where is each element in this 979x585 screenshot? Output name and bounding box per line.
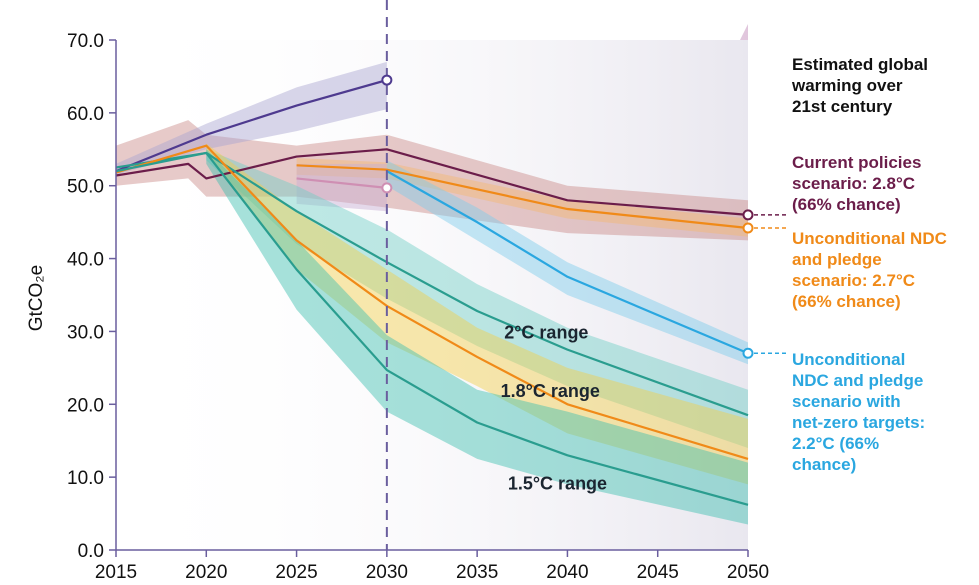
- range-label: 1.5°C range: [508, 474, 607, 494]
- series-band-4: [296, 163, 387, 212]
- series-line-3: [115, 79, 388, 173]
- y-tick-label: 40.0: [67, 250, 104, 271]
- legend-current-policies: Current policies scenario: 2.8°C (66% ch…: [792, 153, 922, 214]
- plot-background: [116, 40, 748, 550]
- top-shading: [116, 24, 748, 40]
- y-tick-label: 30.0: [67, 322, 104, 343]
- y-tick-label: 50.0: [67, 177, 104, 198]
- series-end-marker-2: [742, 347, 754, 359]
- y-tick-label: 60.0: [67, 104, 104, 125]
- x-tick-label: 2050: [727, 562, 769, 583]
- x-tick-label: 2040: [546, 562, 588, 583]
- series-line-2: [386, 170, 749, 355]
- series-end-marker-0: [742, 209, 754, 221]
- series-line-6: [115, 144, 749, 460]
- x-tick-label: 2025: [275, 562, 317, 583]
- legend-title: Estimated global warming over 21st centu…: [792, 55, 929, 116]
- x-tick-label: 2035: [456, 562, 498, 583]
- series-band-7: [206, 149, 749, 525]
- legend-unconditional-ndc: Unconditional NDC and pledge scenario: 2…: [792, 229, 947, 311]
- series-line-1: [296, 164, 749, 230]
- series-band-3: [116, 61, 387, 175]
- x-tick-label: 2020: [185, 562, 227, 583]
- series-band-5: [206, 149, 749, 449]
- series-band-2: [386, 160, 748, 365]
- series-end-marker-1: [742, 222, 754, 234]
- x-tick-label: 2015: [95, 562, 137, 583]
- series-line-7: [115, 151, 749, 506]
- y-axis-title: GtCO₂e: [26, 265, 47, 332]
- series-end-marker-4: [381, 182, 393, 194]
- series-band-6: [206, 143, 749, 485]
- series-end-marker-3: [381, 74, 393, 86]
- x-tick-label: 2030: [366, 562, 408, 583]
- series-line-0: [115, 148, 749, 216]
- series-line-4: [296, 177, 387, 189]
- range-label: 1.8°C range: [501, 381, 600, 401]
- y-tick-label: 0.0: [78, 541, 104, 562]
- range-label: 2°C range: [504, 323, 588, 343]
- legend-net-zero: Unconditional NDC and pledge scenario wi…: [792, 350, 926, 474]
- y-tick-label: 70.0: [67, 31, 104, 52]
- y-tick-label: 10.0: [67, 468, 104, 489]
- x-tick-label: 2045: [637, 562, 679, 583]
- y-tick-label: 20.0: [67, 395, 104, 416]
